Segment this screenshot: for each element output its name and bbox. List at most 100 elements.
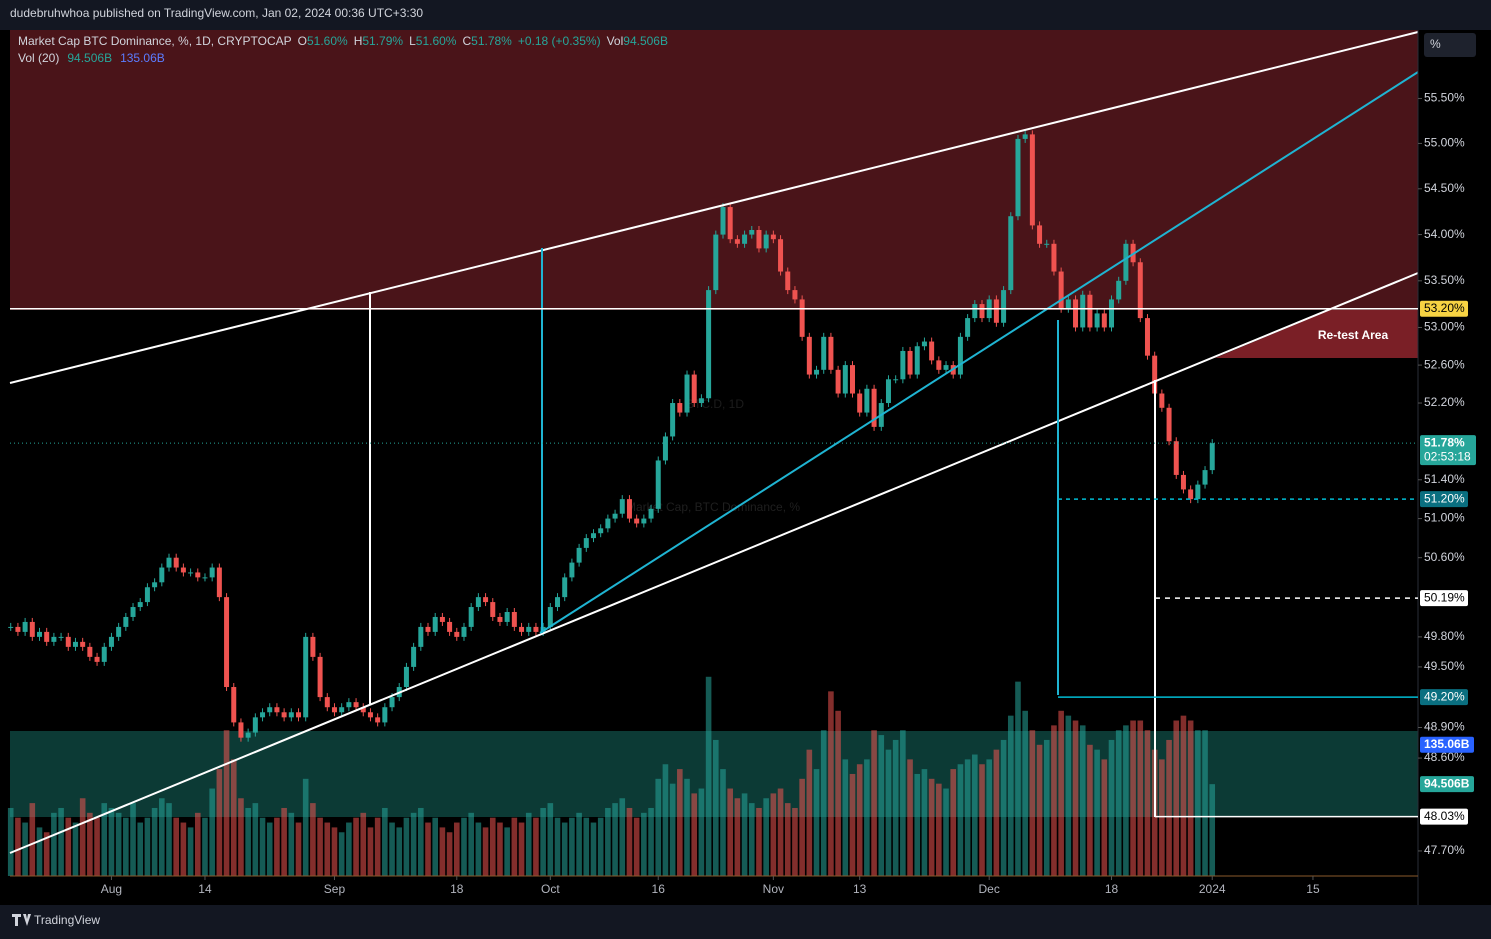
volume-bar <box>928 778 935 876</box>
candle <box>540 626 546 632</box>
candle <box>691 374 697 404</box>
trendline <box>9 31 1419 384</box>
volume-bar <box>288 812 295 876</box>
volume-bar <box>1036 744 1043 876</box>
y-tick-label: 52.60% <box>1424 357 1465 371</box>
volume-bar <box>1115 730 1122 876</box>
volume-bar <box>22 822 28 876</box>
volume-bar <box>223 730 230 876</box>
candle <box>209 567 215 578</box>
candle <box>58 636 64 638</box>
volume-bar <box>15 817 21 876</box>
volume-bar <box>878 735 885 876</box>
volume-bar <box>885 749 892 876</box>
candle <box>1029 134 1035 226</box>
volume-bar <box>425 822 431 876</box>
candle <box>792 290 798 300</box>
candle <box>993 299 999 323</box>
y-tick-label: 51.00% <box>1424 511 1465 525</box>
volume-bar <box>346 822 352 876</box>
volume-bar <box>907 759 913 876</box>
candle <box>972 304 978 319</box>
volume-bar <box>1007 715 1014 876</box>
volume-bar <box>295 822 302 876</box>
volume-bar <box>727 788 733 876</box>
legend: Vol (20) 94.506B 135.06B <box>18 51 165 65</box>
candle <box>418 626 424 647</box>
scale-button-label[interactable]: % <box>1430 37 1441 51</box>
candle <box>1173 441 1179 475</box>
y-tick-label: 50.60% <box>1424 550 1465 564</box>
volume-bar <box>101 803 108 876</box>
volume-bar <box>590 822 597 876</box>
candle <box>576 547 582 563</box>
x-tick-label: 14 <box>198 882 212 896</box>
legend-text: 51.78% <box>471 34 512 48</box>
candle <box>799 299 805 337</box>
candle <box>684 374 690 413</box>
volume-bar <box>302 778 309 876</box>
candle <box>403 666 409 688</box>
volume-bar <box>619 798 626 876</box>
candle <box>1109 299 1115 328</box>
candle <box>447 621 453 632</box>
volume-bar <box>252 803 259 876</box>
volume-bar <box>842 759 849 876</box>
candle <box>1058 271 1064 309</box>
volume-bar <box>950 769 957 876</box>
volume-bar <box>266 822 273 876</box>
countdown: 02:53:18 <box>1424 449 1471 463</box>
volume-bar <box>439 827 446 876</box>
candle <box>1037 225 1043 244</box>
candle <box>51 636 57 642</box>
candle <box>864 388 870 413</box>
footer: TradingView <box>34 913 100 927</box>
candle <box>224 597 230 688</box>
candle <box>1051 243 1057 272</box>
candle <box>749 229 755 235</box>
annotation: Re-test Area <box>1318 328 1389 342</box>
candle <box>29 621 35 637</box>
x-tick-label: 18 <box>1105 882 1119 896</box>
candle <box>590 533 596 539</box>
volume-bar <box>79 798 86 876</box>
volume-bar <box>1123 725 1129 876</box>
volume-bar <box>353 817 359 876</box>
candle <box>1101 313 1107 328</box>
legend-text: 135.06B <box>120 51 165 65</box>
volume-bar <box>720 769 726 876</box>
candle <box>1087 294 1093 328</box>
candle <box>94 656 100 662</box>
candle <box>108 636 114 647</box>
candle <box>1008 216 1014 291</box>
candle <box>936 360 942 370</box>
volume-bar <box>612 803 618 876</box>
volume-bar <box>856 764 863 876</box>
candle <box>504 611 510 622</box>
volume-bar <box>432 817 439 876</box>
volume-bar <box>561 822 568 876</box>
volume-bar <box>453 822 460 876</box>
volume-bar <box>1072 720 1079 876</box>
candle <box>569 562 575 578</box>
volume-bar <box>648 807 654 876</box>
scale-button[interactable] <box>1424 33 1476 57</box>
volume-bar <box>1209 784 1216 876</box>
volume-bar <box>835 710 841 876</box>
volume-bar <box>209 788 215 876</box>
volume-bar <box>892 739 899 876</box>
volume-bar <box>979 764 985 876</box>
volume-bar <box>331 827 338 876</box>
candle <box>677 403 683 413</box>
candle <box>22 621 28 632</box>
candle <box>324 697 330 708</box>
candle <box>814 369 820 375</box>
volume-bar <box>964 759 971 876</box>
volume-badge-label: 135.06B <box>1424 737 1470 751</box>
candle <box>101 646 107 662</box>
volume-bar <box>87 812 93 876</box>
volume-bar <box>187 827 194 876</box>
volume-bar <box>180 822 187 876</box>
volume-bar <box>115 812 122 876</box>
